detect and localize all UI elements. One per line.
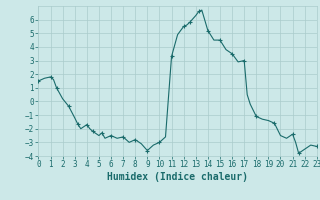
X-axis label: Humidex (Indice chaleur): Humidex (Indice chaleur): [107, 172, 248, 182]
